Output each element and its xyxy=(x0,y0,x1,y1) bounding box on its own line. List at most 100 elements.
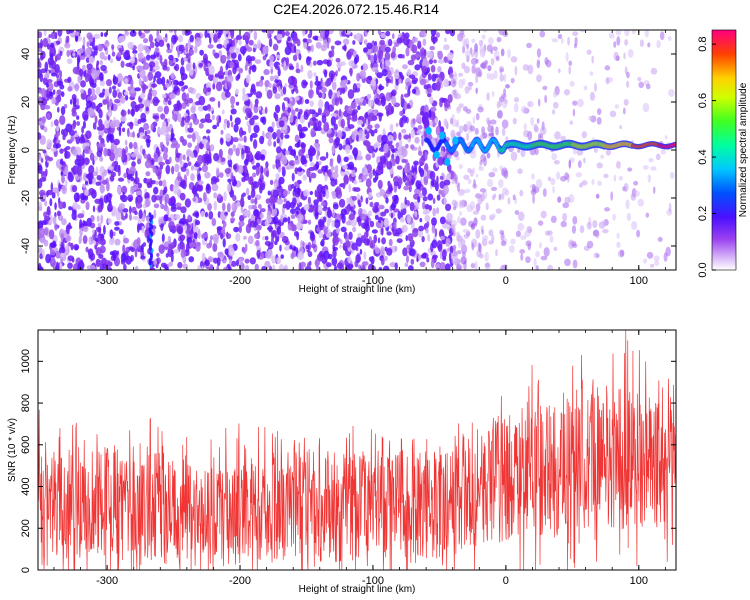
noise-blob xyxy=(76,98,79,107)
noise-blob xyxy=(167,235,172,245)
noise-blob xyxy=(152,115,159,120)
noise-blob xyxy=(82,110,89,121)
noise-blob xyxy=(145,171,151,177)
noise-blob xyxy=(272,216,277,225)
noise-blob xyxy=(39,177,47,182)
noise-blob xyxy=(583,85,588,91)
noise-blob xyxy=(77,166,83,177)
onset-blob xyxy=(433,150,440,159)
noise-blob xyxy=(463,65,471,74)
noise-blob xyxy=(276,33,283,41)
noise-blob xyxy=(429,120,433,127)
noise-blob xyxy=(224,167,232,175)
noise-blob xyxy=(653,186,656,194)
noise-blob xyxy=(192,62,196,70)
noise-blob xyxy=(195,242,201,252)
noise-blob xyxy=(233,123,239,133)
noise-blob xyxy=(223,191,227,202)
noise-blob xyxy=(471,38,476,44)
noise-blob xyxy=(362,99,367,106)
noise-blob xyxy=(560,37,564,44)
noise-blob xyxy=(411,88,417,94)
noise-blob xyxy=(268,265,273,270)
noise-blob xyxy=(488,37,494,45)
noise-blob xyxy=(576,98,584,108)
noise-blob xyxy=(581,180,588,186)
noise-blob xyxy=(232,144,237,152)
noise-blob xyxy=(95,247,102,256)
noise-blob xyxy=(190,113,196,120)
noise-blob xyxy=(572,31,579,37)
noise-blob xyxy=(283,246,291,251)
noise-blob xyxy=(71,210,77,221)
noise-blob xyxy=(394,42,400,48)
noise-blob xyxy=(255,239,260,247)
noise-blob xyxy=(340,239,343,245)
noise-blob xyxy=(125,94,129,101)
noise-blob xyxy=(109,58,114,64)
noise-blob xyxy=(84,189,89,196)
noise-blob xyxy=(631,221,638,230)
noise-blob xyxy=(152,96,159,107)
noise-blob xyxy=(38,132,42,140)
noise-blob xyxy=(136,190,142,196)
noise-blob xyxy=(116,73,124,84)
noise-blob xyxy=(283,60,286,68)
noise-blob xyxy=(316,126,322,132)
noise-blob xyxy=(272,264,276,270)
noise-blob xyxy=(183,224,188,231)
noise-blob xyxy=(568,65,572,75)
noise-blob xyxy=(428,96,434,104)
noise-blob xyxy=(65,234,72,242)
noise-blob xyxy=(120,252,126,263)
noise-blob xyxy=(394,245,398,252)
noise-blob xyxy=(423,178,429,186)
noise-blob xyxy=(45,82,49,88)
noise-blob xyxy=(273,140,277,148)
noise-blob xyxy=(489,119,497,125)
noise-blob xyxy=(426,87,433,94)
noise-blob xyxy=(383,143,389,154)
noise-blob xyxy=(187,214,192,221)
noise-blob xyxy=(57,80,64,86)
noise-blob xyxy=(442,223,449,229)
noise-blob xyxy=(99,80,106,87)
noise-blob xyxy=(212,242,218,252)
noise-blob xyxy=(64,150,71,159)
noise-blob xyxy=(369,201,374,208)
noise-blob xyxy=(413,163,418,173)
noise-blob xyxy=(176,225,183,234)
noise-blob xyxy=(253,88,257,96)
noise-blob xyxy=(512,117,517,125)
noise-blob xyxy=(172,184,180,195)
noise-blob xyxy=(361,166,368,176)
noise-blob xyxy=(118,126,122,137)
noise-blob xyxy=(480,214,487,221)
noise-blob xyxy=(85,173,91,179)
noise-blob xyxy=(353,50,357,58)
noise-blob xyxy=(381,62,385,71)
noise-blob xyxy=(647,174,652,183)
noise-blob xyxy=(329,30,334,35)
noise-blob xyxy=(151,89,158,97)
noise-blob xyxy=(298,262,302,270)
noise-blob xyxy=(439,262,446,270)
noise-blob xyxy=(277,68,281,77)
noise-blob xyxy=(501,93,507,99)
noise-blob xyxy=(192,197,197,202)
noise-blob xyxy=(464,85,470,94)
noise-blob xyxy=(535,265,539,270)
noise-blob xyxy=(460,217,467,226)
noise-blob xyxy=(475,229,481,239)
noise-blob xyxy=(183,218,190,224)
noise-blob xyxy=(394,72,400,80)
noise-blob xyxy=(295,88,299,94)
onset-blob xyxy=(425,126,432,135)
noise-blob xyxy=(272,86,278,94)
noise-blob xyxy=(430,259,435,269)
noise-blob xyxy=(348,184,352,193)
noise-blob xyxy=(46,139,53,149)
noise-blob xyxy=(594,82,597,92)
noise-blob xyxy=(366,93,372,100)
noise-blob xyxy=(345,144,351,154)
